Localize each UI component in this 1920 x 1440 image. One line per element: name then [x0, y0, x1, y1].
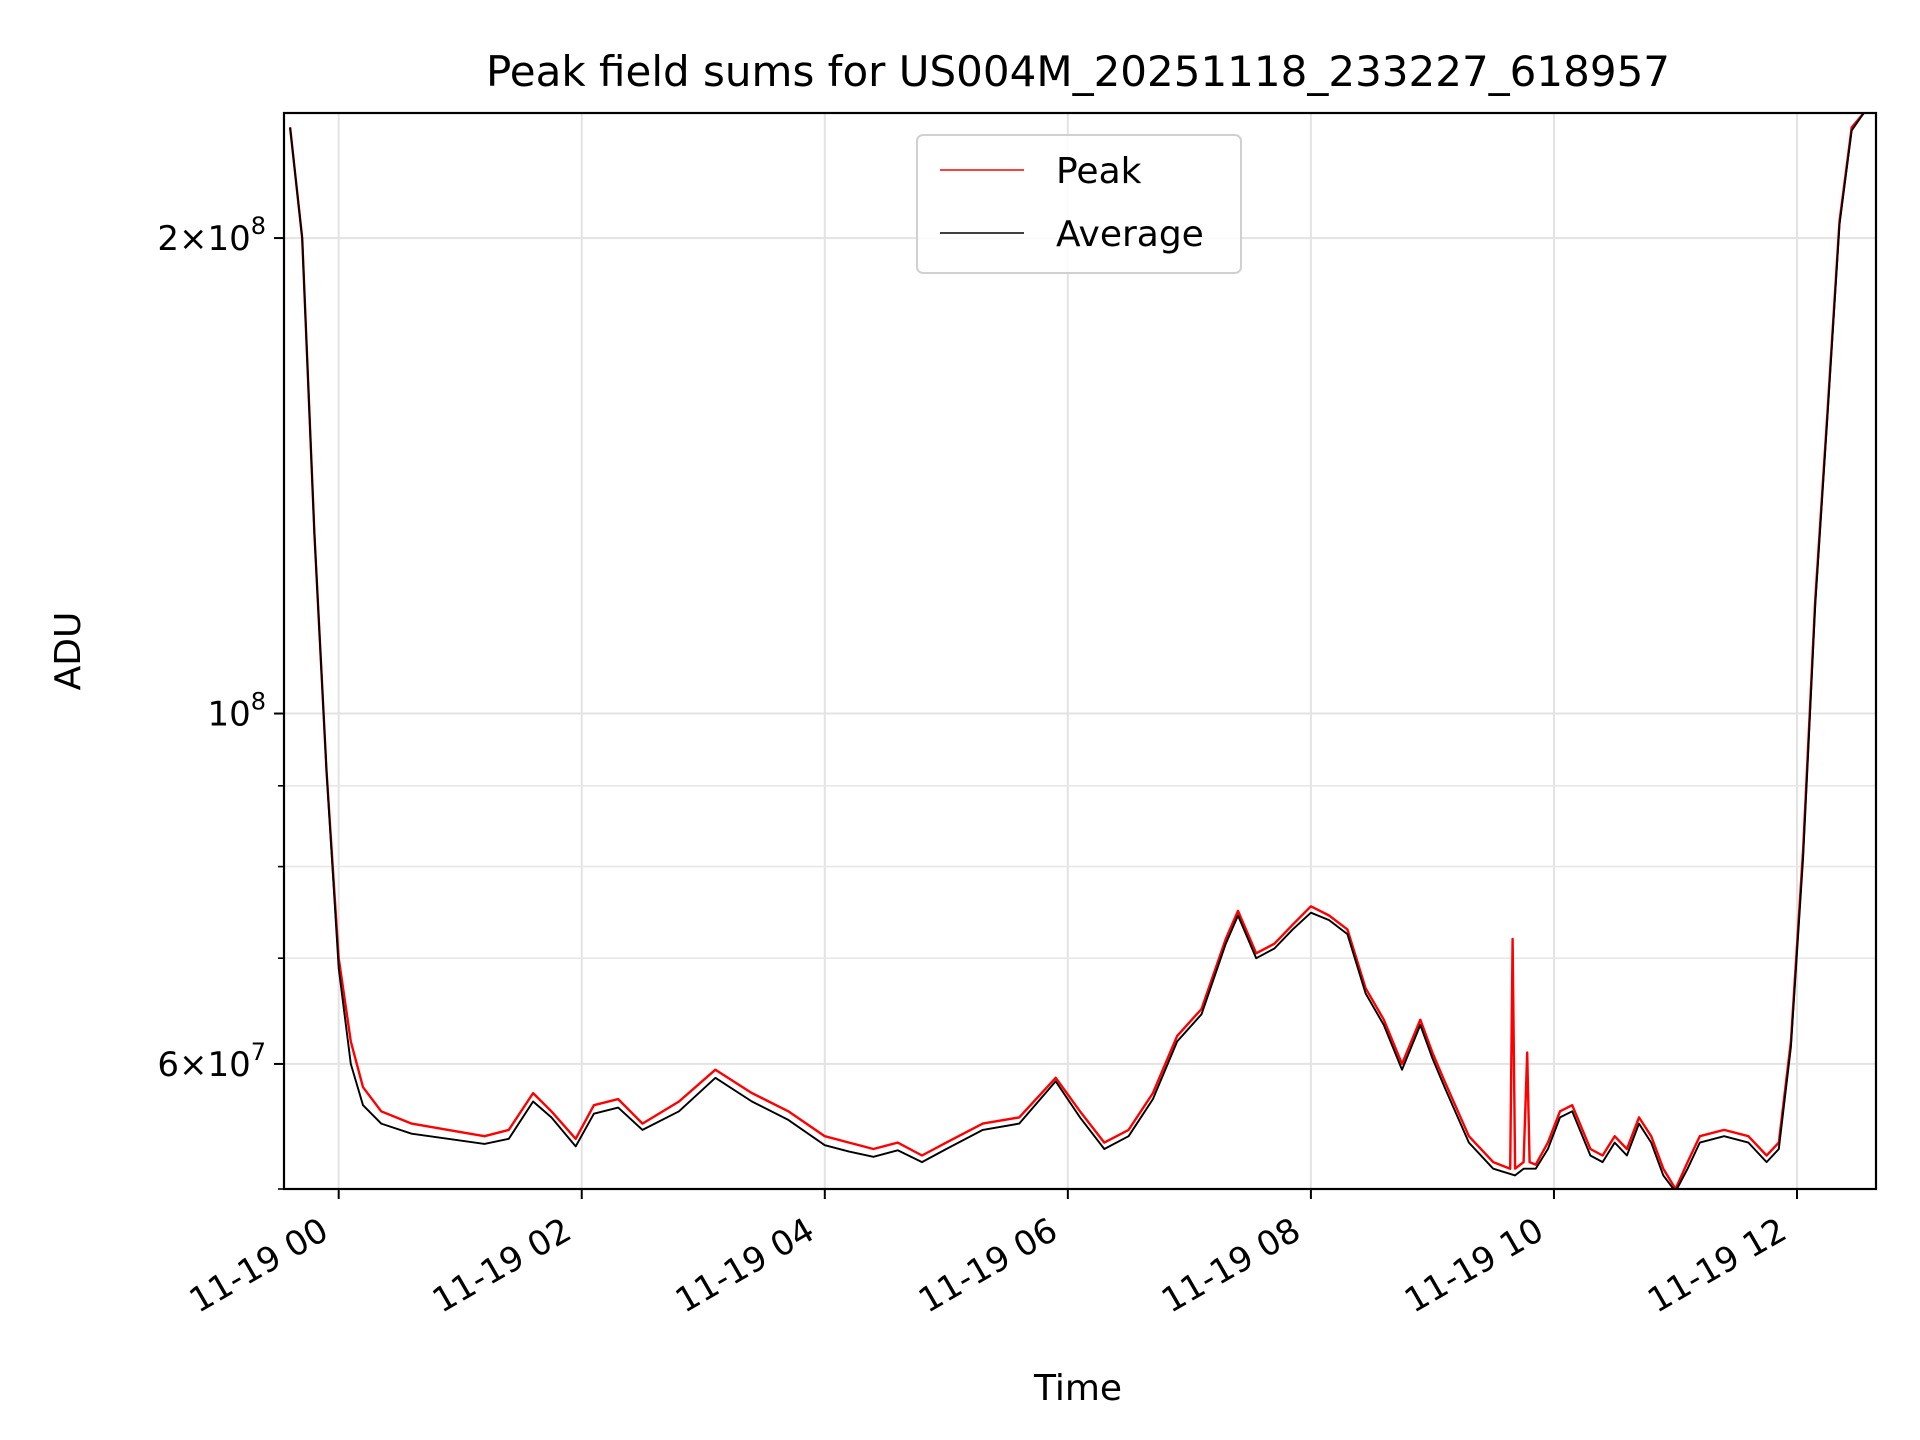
y-tick-label: 2×108 [157, 212, 266, 259]
chart-title: Peak field sums for US004M_20251118_2332… [486, 47, 1670, 96]
legend-label-peak: Peak [1056, 151, 1142, 192]
series-line-peak [288, 113, 1865, 1189]
plot-frame [282, 111, 1878, 1191]
y-tick-label: 108 [207, 688, 266, 735]
y-axis: 2×108 108 6×107 [157, 212, 284, 1190]
y-axis-title: ADU [48, 612, 89, 691]
y-tick-label: 6×107 [157, 1038, 266, 1085]
legend: Peak Average [916, 134, 1242, 274]
legend-label-average: Average [1056, 214, 1204, 255]
x-axis-title: Time [1033, 1368, 1122, 1409]
